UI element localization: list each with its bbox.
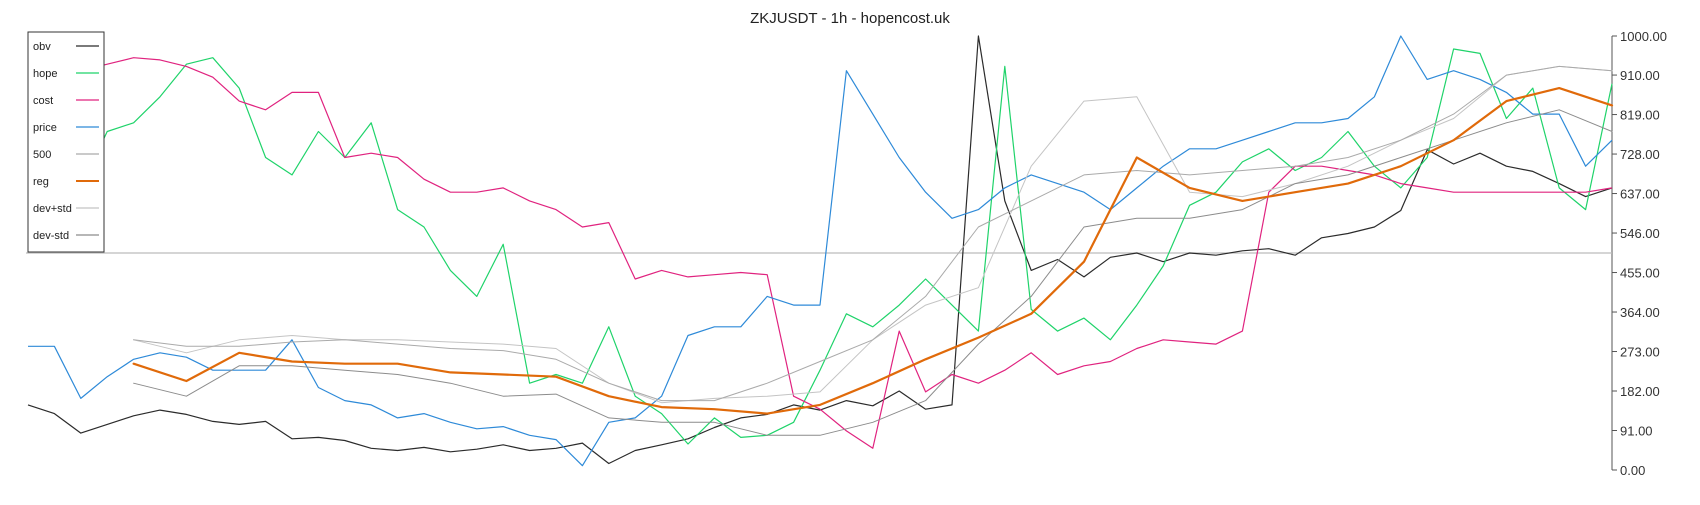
legend-box bbox=[27, 31, 105, 253]
legend-label: dev+std bbox=[33, 203, 72, 215]
legend-label: hope bbox=[33, 68, 57, 80]
series-line-obv bbox=[27, 35, 1613, 465]
legend-label: 500 bbox=[33, 149, 51, 161]
legend-label: obv bbox=[33, 41, 51, 53]
y-tick-label: 273.00 bbox=[1620, 345, 1660, 360]
y-tick-label: 637.00 bbox=[1620, 187, 1660, 202]
y-tick-label: 0.00 bbox=[1620, 463, 1645, 478]
legend-label: cost bbox=[33, 95, 53, 107]
y-tick-label: 91.00 bbox=[1620, 424, 1653, 439]
y-tick-label: 182.00 bbox=[1620, 384, 1660, 399]
series-line-dev+std bbox=[133, 65, 1613, 404]
series-line-hope bbox=[27, 48, 1613, 445]
series-line-price bbox=[28, 35, 1613, 467]
y-tick-label: 819.00 bbox=[1620, 108, 1660, 123]
chart-title: ZKJUSDT - 1h - hopencost.uk bbox=[750, 10, 950, 27]
y-tick-label: 455.00 bbox=[1620, 266, 1660, 281]
series-line-cost bbox=[27, 57, 1613, 449]
y-tick-label: 728.00 bbox=[1620, 147, 1660, 162]
y-tick-label: 364.00 bbox=[1620, 305, 1660, 320]
legend-label: reg bbox=[33, 176, 49, 188]
y-tick-label: 1000.00 bbox=[1620, 29, 1667, 44]
y-tick-label: 546.00 bbox=[1620, 226, 1660, 241]
series-line-500 bbox=[133, 65, 1613, 402]
series-line-dev-std bbox=[133, 109, 1613, 436]
legend-label: price bbox=[33, 122, 57, 134]
legend-label: dev-std bbox=[33, 230, 69, 242]
y-tick-label: 910.00 bbox=[1620, 68, 1660, 83]
series-line-reg bbox=[132, 86, 1614, 415]
